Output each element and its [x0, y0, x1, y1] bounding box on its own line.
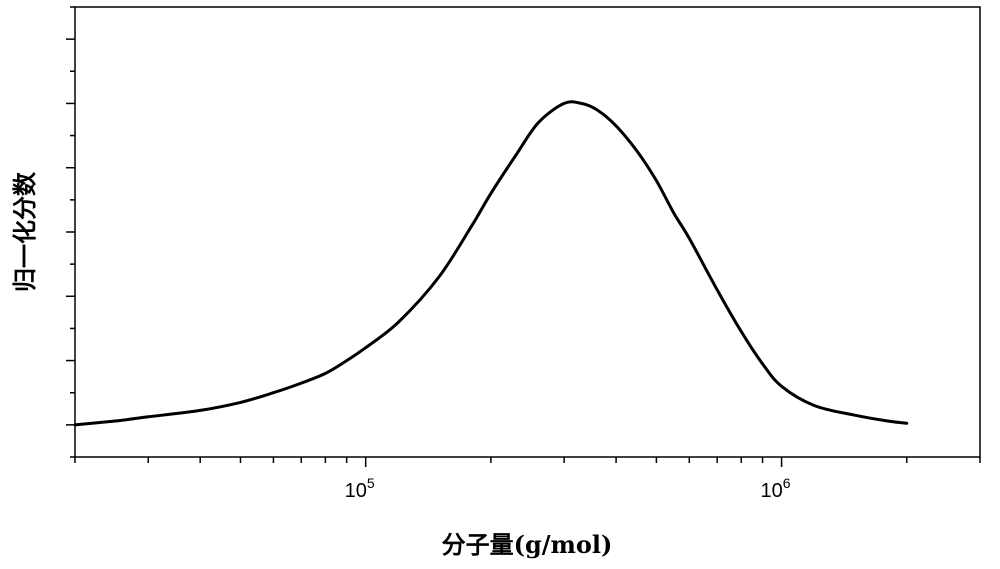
x-axis-title: 分子量(g/mol)	[442, 530, 613, 559]
x-tick-label: 106	[761, 475, 791, 502]
x-axis-ticks	[74, 457, 981, 467]
plot-frame	[74, 6, 981, 458]
x-axis-tick-labels: 105 106	[345, 475, 791, 502]
x-tick-label: 105	[345, 475, 375, 502]
y-axis-title: 归一化分数	[10, 171, 39, 292]
series-line	[73, 100, 909, 427]
y-axis-ticks	[66, 6, 75, 458]
